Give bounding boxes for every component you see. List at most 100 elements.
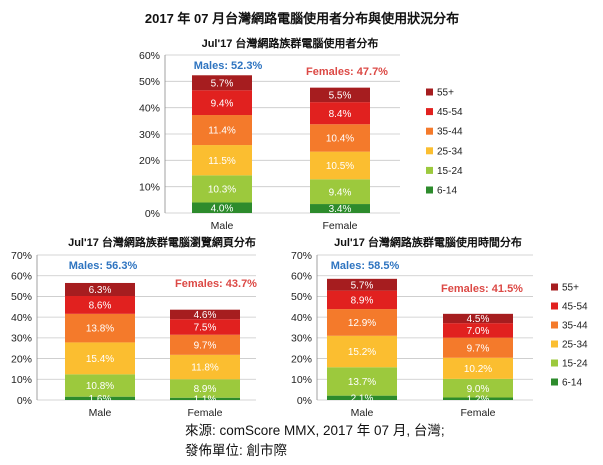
bar-label-male-55-plus: 5.7% bbox=[351, 280, 374, 291]
bar-female-45-54 bbox=[310, 102, 370, 125]
bar-label-female-6-14: 1.2% bbox=[467, 394, 490, 405]
chart-web-browsing: Jul'17 台灣網路族群電腦瀏覽網頁分布 0% 10% 20% 30% 40% 50% 60… bbox=[11, 235, 257, 419]
y-tick-label: 30% bbox=[11, 333, 32, 345]
bar-label-male-45-54: 8.9% bbox=[351, 295, 374, 306]
bar-male-35-44 bbox=[192, 115, 252, 146]
bar-female-series-1 bbox=[170, 309, 240, 320]
bar-female-series-5 bbox=[170, 379, 240, 398]
main-title: 2017 年 07 月台灣網路電腦使用者分布與使用狀況分布 bbox=[145, 11, 459, 26]
y-tick-label: 10% bbox=[11, 374, 32, 386]
bar-female-45-54 bbox=[443, 323, 513, 338]
bar-label-female-25-34: 10.5% bbox=[326, 161, 354, 172]
bar-label-male-6-14: 2.1% bbox=[351, 393, 374, 404]
bar-label-female-series-1: 4.6% bbox=[194, 310, 217, 321]
y-tick-label: 0% bbox=[297, 395, 312, 407]
y-tick-label: 20% bbox=[11, 353, 32, 365]
bar-label-male-series-5: 10.8% bbox=[86, 381, 114, 392]
x-category-label: Male bbox=[211, 220, 234, 232]
legend: 55+ 45-54 35-44 25-34 15-24 6-14 bbox=[426, 88, 463, 197]
legend-label-45-54: 45-54 bbox=[437, 107, 463, 118]
bar-label-female-45-54: 8.4% bbox=[329, 109, 352, 120]
bar-male-45-54 bbox=[192, 90, 252, 116]
bar-label-male-35-44: 11.4% bbox=[208, 126, 236, 137]
bar-female-series-2 bbox=[170, 319, 240, 335]
bar-label-female-series-2: 7.5% bbox=[194, 323, 217, 334]
bar-label-male-series-3: 13.8% bbox=[86, 324, 114, 335]
x-category-label: Female bbox=[322, 220, 357, 232]
y-tick-label: 50% bbox=[139, 76, 160, 88]
y-tick-label: 40% bbox=[291, 312, 312, 324]
legend-label-15-24: 15-24 bbox=[562, 359, 588, 370]
x-category-label: Male bbox=[351, 407, 374, 419]
bar-label-female-25-34: 10.2% bbox=[464, 364, 492, 375]
legend-swatch-6-14 bbox=[426, 186, 433, 194]
charts: Jul'17 台灣網路族群電腦使用者分布 0% 10% 20% 30% 40% 50% 60%… bbox=[11, 36, 588, 419]
bar-label-female-15-24: 9.0% bbox=[467, 384, 490, 395]
chart-title: Jul'17 台灣網路族群電腦使用者分布 bbox=[202, 36, 379, 50]
stacked-bars bbox=[327, 278, 513, 400]
bar-label-male-25-34: 15.2% bbox=[348, 347, 376, 358]
share-annotation-female: Females: 47.7% bbox=[306, 66, 388, 78]
bar-male-6-14 bbox=[192, 202, 252, 213]
legend-swatch-45-54 bbox=[426, 108, 433, 116]
bar-female-series-6 bbox=[170, 397, 240, 400]
source-note: 來源: comScore MMX, 2017 年 07 月, 台灣; bbox=[185, 423, 445, 438]
bar-label-male-35-44: 12.9% bbox=[348, 318, 376, 329]
bar-label-male-series-2: 8.6% bbox=[89, 301, 112, 312]
bar-label-female-55-plus: 5.5% bbox=[329, 90, 352, 101]
bar-label-female-35-44: 10.4% bbox=[326, 134, 354, 145]
y-tick-label: 20% bbox=[139, 155, 160, 167]
bar-male-55-plus bbox=[192, 75, 252, 91]
y-tick-label: 60% bbox=[139, 50, 160, 62]
y-tick-label: 50% bbox=[291, 291, 312, 303]
legend-label-15-24: 15-24 bbox=[437, 166, 463, 177]
bar-label-male-45-54: 9.4% bbox=[211, 98, 234, 109]
chart-title: Jul'17 台灣網路族群電腦使用時間分布 bbox=[334, 235, 522, 249]
x-category-label: Female bbox=[460, 407, 495, 419]
legend-swatch-35-44 bbox=[551, 321, 558, 329]
bar-label-female-45-54: 7.0% bbox=[467, 326, 490, 337]
bar-female-6-14 bbox=[443, 397, 513, 400]
bar-female-series-4 bbox=[170, 354, 240, 380]
legend-label-35-44: 35-44 bbox=[562, 321, 588, 332]
bar-male-series-1 bbox=[65, 282, 135, 297]
share-annotation-male: Males: 52.3% bbox=[194, 60, 263, 72]
y-tick-label: 60% bbox=[291, 271, 312, 283]
share-annotation-female: Females: 41.5% bbox=[441, 283, 523, 295]
legend-label-55-plus: 55+ bbox=[437, 88, 454, 99]
bar-female-15-24 bbox=[310, 179, 370, 205]
bar-label-male-series-4: 15.4% bbox=[86, 354, 114, 365]
legend-swatch-55-plus bbox=[426, 88, 433, 96]
stacked-bars bbox=[65, 282, 240, 400]
y-tick-label: 30% bbox=[139, 129, 160, 141]
y-tick-label: 10% bbox=[291, 374, 312, 386]
bar-male-45-54 bbox=[327, 290, 397, 310]
legend-label-35-44: 35-44 bbox=[437, 127, 463, 138]
chart-computer-users: Jul'17 台灣網路族群電腦使用者分布 0% 10% 20% 30% 40% 50% 60%… bbox=[139, 36, 463, 232]
y-tick-label: 20% bbox=[291, 353, 312, 365]
bar-female-25-34 bbox=[443, 357, 513, 379]
y-tick-label: 70% bbox=[291, 250, 312, 262]
x-category-label: Female bbox=[187, 407, 222, 419]
legend-swatch-25-34 bbox=[426, 147, 433, 155]
bar-label-male-15-24: 13.7% bbox=[348, 377, 376, 388]
bar-label-female-series-6: 1.1% bbox=[194, 394, 217, 405]
chart-usage-time: Jul'17 台灣網路族群電腦使用時間分布 0% 10% 20% 30% 40% 50% 60… bbox=[291, 235, 588, 419]
bar-female-15-24 bbox=[443, 378, 513, 398]
y-tick-label: 0% bbox=[17, 395, 32, 407]
bar-label-male-55-plus: 5.7% bbox=[211, 78, 234, 89]
bar-female-35-44 bbox=[443, 337, 513, 358]
bar-male-series-3 bbox=[65, 313, 135, 343]
bar-label-female-series-3: 9.7% bbox=[194, 340, 217, 351]
share-annotation-female: Females: 43.7% bbox=[175, 278, 257, 290]
y-tick-label: 30% bbox=[291, 333, 312, 345]
y-tick-label: 70% bbox=[11, 250, 32, 262]
bar-label-male-6-14: 4.0% bbox=[211, 203, 234, 214]
legend-label-6-14: 6-14 bbox=[437, 186, 457, 197]
y-tick-label: 40% bbox=[139, 102, 160, 114]
bar-male-55-plus bbox=[327, 278, 397, 291]
legend-swatch-35-44 bbox=[426, 127, 433, 135]
bar-value-labels: 1.6% 10.8% 15.4% 13.8% 8.6% 6.3% 1.1%8.9% 11.8%… bbox=[86, 285, 219, 405]
legend-swatch-15-24 bbox=[426, 166, 433, 174]
